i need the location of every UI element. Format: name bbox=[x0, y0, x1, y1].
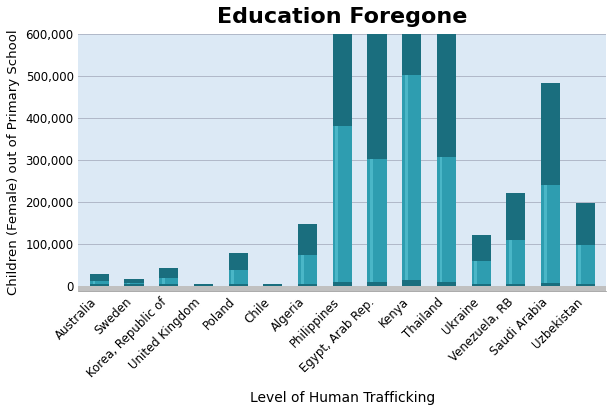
Bar bbox=[367, 29, 387, 159]
Bar bbox=[124, 279, 143, 283]
Bar bbox=[229, 284, 248, 286]
Bar bbox=[367, 282, 387, 286]
Bar bbox=[264, 284, 283, 286]
Bar bbox=[541, 83, 560, 185]
Bar bbox=[335, 122, 338, 286]
Bar bbox=[159, 276, 178, 286]
Bar bbox=[159, 284, 178, 286]
Title: Education Foregone: Education Foregone bbox=[217, 7, 468, 27]
Bar bbox=[370, 156, 373, 286]
Bar bbox=[229, 269, 248, 286]
Bar bbox=[194, 285, 213, 286]
Bar bbox=[440, 154, 443, 286]
Bar bbox=[437, 25, 456, 157]
Bar bbox=[266, 284, 269, 286]
Bar bbox=[402, 0, 421, 75]
Bar bbox=[579, 244, 581, 286]
Bar bbox=[506, 239, 525, 286]
Bar bbox=[471, 284, 490, 286]
Bar bbox=[231, 269, 234, 286]
Bar bbox=[402, 70, 421, 286]
Bar bbox=[471, 260, 490, 286]
Bar bbox=[544, 183, 547, 286]
Bar bbox=[124, 281, 143, 286]
Bar bbox=[506, 284, 525, 286]
Bar bbox=[367, 156, 387, 286]
Bar bbox=[474, 260, 477, 286]
Bar bbox=[93, 279, 96, 286]
Bar bbox=[437, 154, 456, 286]
Bar bbox=[264, 284, 283, 286]
Bar bbox=[194, 285, 213, 286]
Bar bbox=[333, 122, 352, 286]
Bar bbox=[89, 279, 109, 286]
Bar bbox=[124, 284, 143, 286]
Bar bbox=[471, 235, 490, 261]
Bar bbox=[162, 276, 165, 286]
Bar bbox=[229, 253, 248, 270]
Bar bbox=[78, 286, 606, 291]
Bar bbox=[89, 274, 109, 281]
Bar bbox=[197, 285, 199, 286]
Bar bbox=[541, 183, 560, 286]
Bar bbox=[541, 283, 560, 286]
Bar bbox=[298, 224, 317, 255]
Bar bbox=[576, 284, 595, 286]
Y-axis label: Children (Female) out of Primary School: Children (Female) out of Primary School bbox=[7, 30, 20, 295]
Bar bbox=[264, 284, 283, 286]
Bar bbox=[194, 284, 213, 286]
Bar bbox=[437, 282, 456, 286]
Bar bbox=[333, 281, 352, 286]
Bar bbox=[509, 239, 512, 286]
Bar bbox=[576, 244, 595, 286]
Bar bbox=[405, 70, 408, 286]
Bar bbox=[402, 280, 421, 286]
Bar bbox=[298, 254, 317, 286]
X-axis label: Level of Human Trafficking: Level of Human Trafficking bbox=[249, 391, 435, 405]
Bar bbox=[506, 193, 525, 240]
Bar bbox=[298, 284, 317, 286]
Bar bbox=[333, 0, 352, 126]
Bar bbox=[128, 281, 130, 286]
Bar bbox=[301, 254, 303, 286]
Bar bbox=[576, 203, 595, 245]
Bar bbox=[159, 269, 178, 278]
Bar bbox=[89, 284, 109, 286]
